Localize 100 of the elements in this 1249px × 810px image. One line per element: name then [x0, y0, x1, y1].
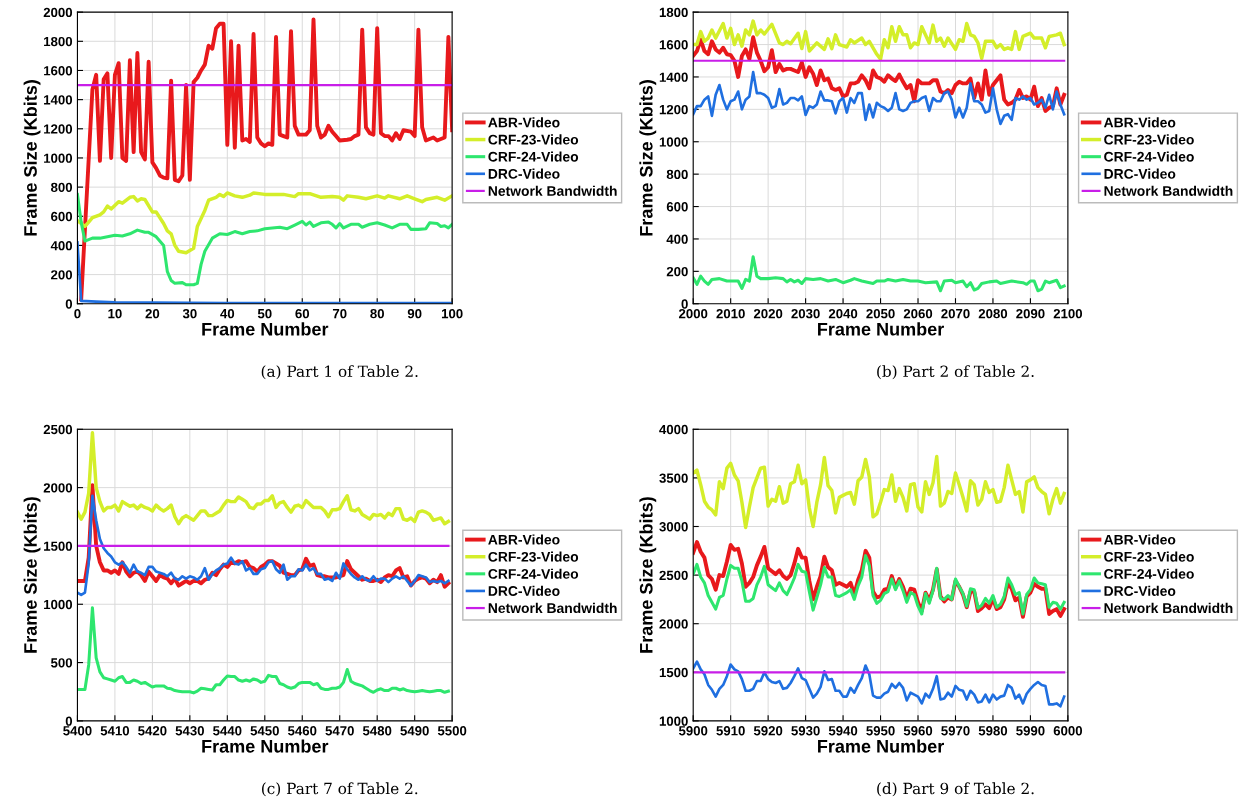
- y-tick-label: 1400: [659, 72, 688, 82]
- x-tick-label: 50: [257, 308, 272, 319]
- y-axis-title: Frame Size (Kbits): [639, 497, 657, 653]
- y-tick-label: 2000: [43, 483, 73, 493]
- legend-label: CRF-23-Video: [1104, 551, 1194, 562]
- x-tick-label: 5980: [978, 726, 1008, 736]
- legend-label: CRF-24-Video: [488, 568, 579, 579]
- x-tick-label: 2030: [791, 308, 820, 319]
- y-tick-label: 2000: [659, 619, 688, 629]
- x-tick-label: 5930: [791, 726, 820, 736]
- x-tick-label: 5460: [287, 726, 317, 736]
- x-axis-title: Frame Number: [202, 739, 329, 753]
- line-series: [77, 494, 450, 597]
- y-tick-label: 2000: [43, 7, 73, 18]
- x-tick-label: 5990: [1016, 726, 1045, 736]
- y-tick-label: 600: [51, 211, 73, 222]
- y-tick-label: 1000: [659, 716, 688, 726]
- legend-label: DRC-Video: [488, 585, 560, 596]
- x-tick-label: 80: [370, 308, 384, 319]
- x-tick-label: 90: [407, 308, 422, 319]
- x-tick-label: 30: [182, 308, 197, 319]
- x-tick-label: 2100: [1053, 308, 1083, 319]
- x-tick-label: 2060: [903, 308, 933, 319]
- legend-label: CRF-23-Video: [488, 134, 579, 145]
- y-tick-label: 1500: [659, 667, 688, 678]
- text: (c) Part 7 of Table 2.: [262, 782, 418, 797]
- y-tick-label: 1800: [659, 7, 688, 18]
- x-tick-label: 5480: [362, 726, 392, 736]
- legend-label: Network Bandwidth: [1104, 602, 1233, 614]
- y-tick-label: 0: [65, 716, 73, 726]
- x-tick-label: 6000: [1053, 726, 1083, 736]
- x-axis-title: Frame Number: [818, 739, 944, 753]
- y-tick-label: 800: [50, 182, 73, 193]
- legend-label: ABR-Video: [1103, 117, 1176, 128]
- y-tick-label: 3000: [659, 522, 688, 532]
- x-tick-label: 5950: [866, 726, 895, 736]
- x-tick-label: 2020: [753, 308, 783, 319]
- x-tick-label: 5960: [903, 726, 933, 736]
- legend-label: CRF-23-Video: [488, 551, 579, 562]
- x-tick-label: 5410: [100, 726, 130, 736]
- y-tick-label: 400: [50, 241, 73, 251]
- y-tick-label: 1200: [659, 104, 688, 115]
- y-tick-label: 1400: [44, 95, 73, 105]
- line-series: [693, 554, 1066, 616]
- line-series: [77, 192, 453, 287]
- x-tick-label: 100: [441, 308, 463, 319]
- legend-label: CRF-24-Video: [1104, 568, 1194, 579]
- legend-label: CRF-23-Video: [1104, 134, 1194, 145]
- y-tick-label: 500: [50, 658, 73, 668]
- text: (a) Part 1 of Table 2.: [261, 365, 418, 380]
- x-tick-label: 5400: [63, 726, 92, 736]
- line-series: [77, 191, 453, 255]
- legend-label: CRF-24-Video: [1104, 151, 1194, 162]
- x-tick-label: 5450: [250, 726, 279, 736]
- y-tick-label: 3500: [659, 473, 688, 483]
- x-tick-label: 70: [332, 308, 347, 319]
- x-tick-label: 0: [74, 308, 81, 319]
- y-tick-label: 1600: [44, 66, 73, 76]
- y-tick-label: 0: [681, 299, 688, 309]
- x-tick-label: 5430: [175, 726, 204, 736]
- y-tick-label: 400: [666, 234, 688, 244]
- y-tick-label: 600: [666, 202, 688, 212]
- y-tick-label: 800: [666, 169, 688, 180]
- line-series: [693, 255, 1066, 293]
- x-tick-label: 5420: [138, 726, 167, 736]
- legend-label: DRC-Video: [488, 168, 560, 179]
- y-tick-label: 2500: [659, 570, 688, 581]
- y-tick-label: 1500: [44, 541, 73, 551]
- x-tick-label: 5900: [678, 726, 708, 736]
- x-tick-label: 2090: [1016, 308, 1045, 319]
- x-tick-label: 2050: [866, 308, 895, 319]
- line-series: [693, 660, 1066, 708]
- x-tick-label: 2070: [941, 308, 970, 319]
- line-series: [693, 19, 1066, 61]
- y-tick-label: 1000: [659, 137, 688, 147]
- x-axis-title: Frame Number: [818, 322, 944, 336]
- y-axis-title: Frame Size (Kbits): [23, 497, 41, 653]
- x-tick-label: 60: [295, 308, 310, 319]
- line-series: [77, 606, 450, 695]
- text: (b) Part 2 of Table 2.: [877, 365, 1034, 380]
- text: (d) Part 9 of Table 2.: [877, 782, 1034, 797]
- x-tick-label: 5500: [437, 726, 467, 736]
- x-tick-label: 2000: [678, 308, 708, 319]
- legend-label: ABR-Video: [1103, 534, 1176, 545]
- y-tick-label: 1800: [44, 36, 73, 47]
- x-tick-label: 20: [145, 308, 160, 319]
- legend-label: Network Bandwidth: [488, 185, 617, 196]
- y-tick-label: 0: [65, 299, 73, 309]
- line-series: [693, 454, 1066, 530]
- x-tick-label: 5940: [828, 726, 858, 736]
- x-tick-label: 2080: [978, 308, 1008, 319]
- y-tick-label: 1600: [659, 40, 688, 50]
- y-tick-label: 4000: [659, 424, 688, 435]
- y-tick-label: 1000: [44, 599, 73, 610]
- x-tick-label: 5910: [716, 726, 745, 736]
- legend-label: DRC-Video: [1104, 168, 1176, 179]
- legend-label: DRC-Video: [1104, 585, 1176, 596]
- x-tick-label: 40: [220, 308, 235, 319]
- legend-label: Network Bandwidth: [1104, 185, 1233, 196]
- legend-label: Network Bandwidth: [488, 602, 617, 614]
